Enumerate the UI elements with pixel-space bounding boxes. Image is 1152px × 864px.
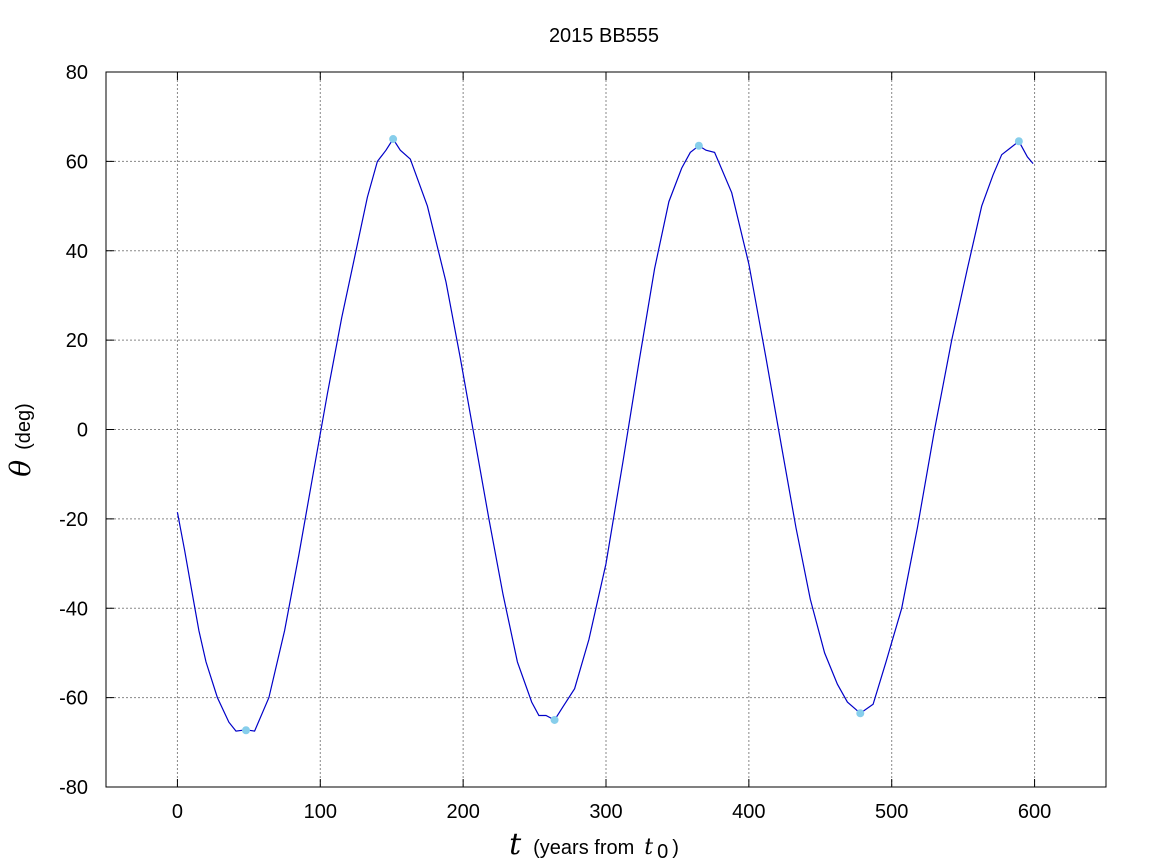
- chart-title: 2015 BB555: [549, 25, 659, 47]
- series-line: [176, 137, 1034, 732]
- extremum-marker: [856, 709, 865, 718]
- y-tick-label: -40: [59, 598, 88, 620]
- extremum-marker: [242, 726, 250, 735]
- y-tick-label: -60: [59, 688, 88, 710]
- x-tick-label: 100: [304, 801, 337, 823]
- y-tick-label: 20: [66, 330, 88, 352]
- y-tick-label: 0: [77, 420, 88, 442]
- y-axis-label: θ (deg): [4, 403, 37, 477]
- x-tick-label: 600: [1018, 801, 1051, 823]
- x-tick-label: 300: [589, 801, 622, 823]
- tick-marks: [106, 71, 1106, 788]
- x-axis-symbol: t: [509, 827, 522, 862]
- x-axis-close: ): [672, 837, 679, 859]
- x-axis-ref-symbol: t: [644, 835, 653, 860]
- x-tick-label: 200: [446, 801, 479, 823]
- extrema-markers: [242, 135, 1023, 735]
- extremum-marker: [694, 141, 703, 150]
- x-tick-label: 0: [172, 801, 183, 823]
- y-tick-label: 60: [66, 151, 88, 173]
- x-axis-text: (years from: [533, 837, 634, 859]
- y-tick-label: 40: [66, 241, 88, 263]
- y-axis-symbol: θ: [4, 460, 37, 477]
- extremum-marker: [389, 135, 398, 144]
- x-axis-label: t (years from t 0 ): [509, 827, 679, 863]
- y-axis-text: (deg): [13, 403, 35, 450]
- x-tick-label: 500: [875, 801, 908, 823]
- extremum-marker: [1014, 137, 1023, 146]
- y-tick-label: -20: [59, 509, 88, 531]
- y-tick-label: -80: [59, 777, 88, 799]
- tick-labels: 0 100 200 300 400 500 600 -80 -60 -40 -20 0 20 40 60 80: [59, 62, 1051, 823]
- y-tick-label: 80: [66, 62, 88, 84]
- grid: [106, 72, 1106, 787]
- x-tick-label: 400: [732, 801, 765, 823]
- x-axis-ref-subscript: 0: [657, 841, 668, 863]
- extremum-marker: [550, 715, 559, 724]
